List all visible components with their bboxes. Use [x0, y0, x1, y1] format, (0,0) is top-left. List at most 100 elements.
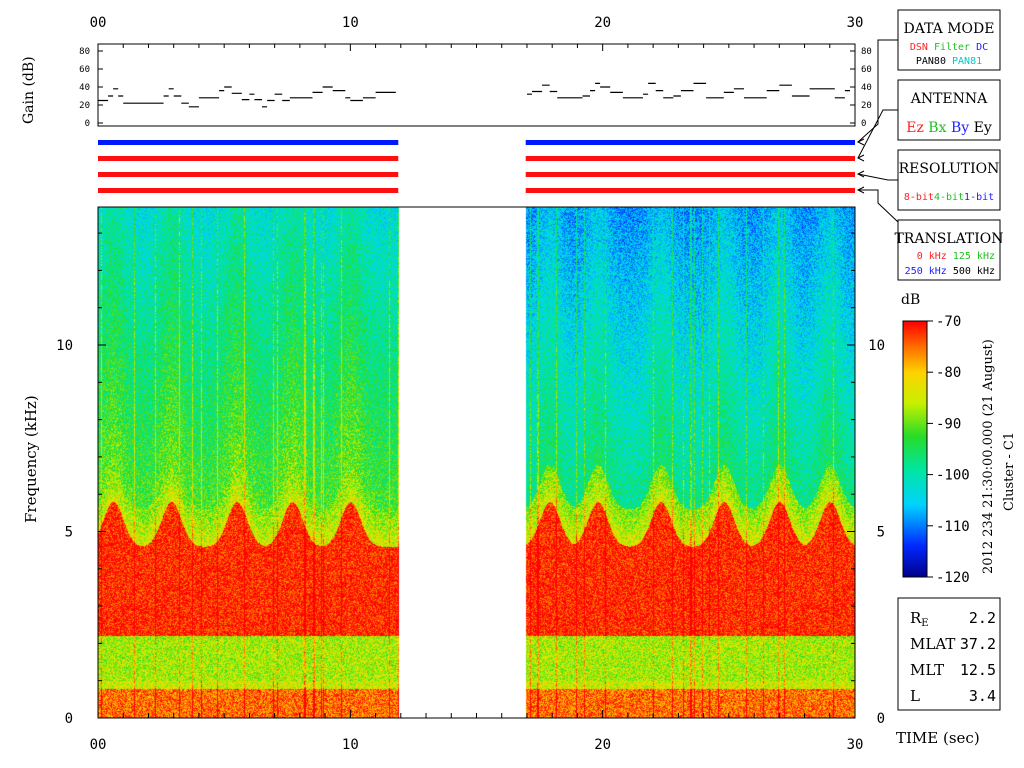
option-label: PAN80: [916, 56, 946, 67]
orbit-value: 2.2: [969, 609, 996, 627]
gain-series: [527, 82, 850, 99]
translation-frame: [897, 219, 1001, 281]
freq-tick-label-right: 10: [868, 338, 885, 354]
option-label: DSN: [910, 42, 928, 53]
orbit-label-sub: E: [921, 618, 928, 629]
option-label: PAN81: [946, 56, 982, 67]
gain-y-tick-label-right: 0: [861, 119, 866, 129]
orbit-label: MLT: [910, 661, 944, 679]
gain-panel: 00 10 20 30 0 0 20 20 40 40 60 60 80 80 Gain (dB): [21, 15, 872, 129]
arrowhead-4: [856, 186, 865, 194]
colorbar-ticks: -70 -80 -90 -100 -110 -120: [927, 314, 970, 586]
status-bar: [525, 140, 855, 145]
translation-box: TRANSLATION 0 kHz 125 kHz 250 kHz 500 kH…: [894, 219, 1004, 281]
colorbar-gradient: [903, 321, 927, 577]
option-label: 8-bit: [904, 192, 934, 203]
status-bar: [525, 188, 855, 193]
top-x-tick-label: 00: [90, 15, 107, 31]
resolution-options: 8-bit4-bit1-bit: [904, 192, 994, 203]
resolution-frame: [897, 149, 1001, 211]
gain-frame: [97, 43, 856, 127]
status-bar: [98, 156, 399, 161]
data-mode-options: DSN Filter DC: [910, 42, 988, 53]
status-bar: [525, 172, 855, 177]
orbit-label: RE: [910, 609, 929, 629]
option-label: Bx: [924, 120, 947, 136]
gain-y-tick-label-right: 60: [861, 65, 872, 75]
option-label: 500 kHz: [947, 266, 995, 277]
spectrogram-image: [98, 207, 855, 718]
bottom-x-tick-label: 30: [847, 737, 864, 753]
bottom-x-tick-label: 10: [342, 737, 359, 753]
orbit-info-frame: [897, 597, 1001, 711]
gain-series: [98, 86, 396, 108]
antenna-title: ANTENNA: [910, 91, 988, 107]
gain-lines: [98, 82, 850, 108]
gain-y-tick-label-right: 40: [861, 83, 872, 93]
arrowhead-1: [856, 138, 865, 146]
gain-y-ticks: 0 0 20 20 40 40 60 60 80 80: [79, 47, 872, 129]
arrowhead-2: [856, 154, 865, 162]
status-bar: [98, 140, 399, 145]
antenna-options: Ez Bx By Ey: [906, 120, 992, 136]
data-mode-frame: [897, 9, 1001, 71]
orbit-value: 3.4: [969, 687, 996, 705]
orbit-value: 37.2: [960, 635, 996, 653]
colorbar-tick-label: -80: [936, 365, 961, 381]
colorbar-tick-label: -70: [936, 314, 961, 330]
connector-antenna: [857, 109, 898, 159]
orbit-label: L: [910, 687, 920, 705]
spectrogram-x-ticks: 00 10 20 30: [90, 710, 864, 753]
antenna-box: ANTENNA Ez Bx By Ey: [897, 79, 1001, 141]
option-label: 4-bit: [934, 192, 964, 203]
side-subtitle: Cluster - C1: [1002, 432, 1017, 511]
data-mode-options-2: PAN80 PAN81: [916, 56, 982, 67]
antenna-frame: [897, 79, 1001, 141]
colorbar-tick-label: -90: [936, 416, 961, 432]
option-label: Ey: [969, 120, 992, 136]
data-mode-title: DATA MODE: [904, 21, 995, 37]
gain-y-tick-label: 80: [79, 47, 90, 57]
translation-title: TRANSLATION: [894, 231, 1003, 247]
top-x-tick-label: 20: [594, 15, 611, 31]
connector-translation: [858, 189, 899, 223]
status-bar: [98, 172, 399, 177]
translation-options-2: 250 kHz 500 kHz: [905, 266, 995, 277]
option-label: DC: [970, 42, 988, 53]
freq-tick-label: 0: [65, 711, 73, 727]
status-bar: [98, 188, 399, 193]
connector-resolution: [857, 173, 898, 181]
orbit-label: MLAT: [910, 635, 955, 653]
top-x-tick-label: 30: [847, 15, 864, 31]
frequency-axis-label: Frequency (kHz): [22, 395, 40, 523]
orbit-info-box: RE 2.2 MLAT 37.2 MLT 12.5 L 3.4: [897, 597, 1001, 711]
colorbar-label: dB: [901, 292, 920, 308]
connector-arrows: [856, 39, 899, 223]
bottom-x-tick-label: 20: [594, 737, 611, 753]
resolution-title: RESOLUTION: [899, 161, 1000, 177]
arrowhead-3: [856, 170, 865, 178]
gain-y-tick-label: 60: [79, 65, 90, 75]
option-label: 125 kHz: [947, 251, 995, 262]
gain-y-tick-label: 40: [79, 83, 90, 93]
colorbar-tick-label: -120: [936, 570, 970, 586]
orbit-label-main: R: [910, 609, 922, 627]
resolution-box: RESOLUTION 8-bit4-bit1-bit: [897, 149, 1001, 211]
status-bar: [525, 156, 855, 161]
freq-tick-label-right: 5: [877, 525, 885, 541]
gain-y-tick-label: 20: [79, 101, 90, 111]
gain-axis-label: Gain (dB): [21, 56, 37, 124]
option-label: By: [947, 120, 970, 136]
translation-options: 0 kHz 125 kHz: [917, 251, 995, 262]
freq-tick-label: 10: [56, 338, 73, 354]
spectrogram-y-ticks: 0 0 5 5 10 10: [56, 232, 885, 727]
side-title: 2012 234 21:30:00.000 (21 August): [981, 339, 996, 574]
freq-tick-label-right: 0: [877, 711, 885, 727]
option-label: 0 kHz: [917, 251, 947, 262]
bottom-x-tick-label: 00: [90, 737, 107, 753]
gain-y-tick-label-right: 80: [861, 47, 872, 57]
data-mode-box: DATA MODE DSN Filter DC PAN80 PAN81: [897, 9, 1001, 71]
top-x-tick-label: 10: [342, 15, 359, 31]
gain-top-ticks: 00 10 20 30: [90, 15, 864, 51]
